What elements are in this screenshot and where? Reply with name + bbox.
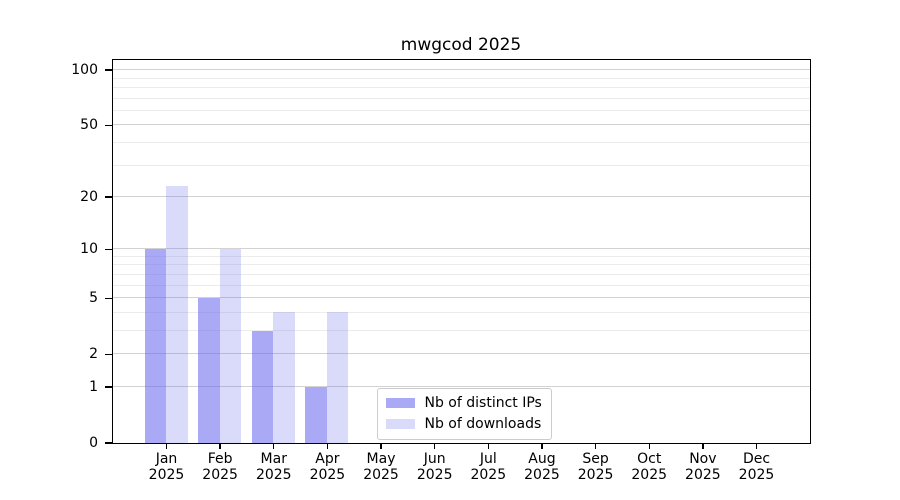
y-axis-tick-label: 20	[80, 189, 98, 206]
x-axis-tick	[273, 444, 275, 449]
chart-title: mwgcod 2025	[400, 35, 522, 55]
legend-label: Nb of downloads	[424, 415, 542, 432]
x-axis-tick-label: Nov 2025	[685, 451, 721, 483]
x-axis-tick-label: May 2025	[363, 451, 399, 483]
gridline-minor	[112, 264, 810, 266]
gridline-major	[112, 297, 810, 299]
gridline-minor	[112, 97, 810, 99]
bar-distinct-ips-feb	[198, 297, 220, 443]
gridline-minor	[112, 141, 810, 143]
x-axis-tick	[165, 444, 168, 449]
y-axis-tick-label: 2	[89, 346, 98, 363]
x-axis-tick-label: Oct 2025	[631, 451, 668, 483]
x-axis-tick-label: Dec 2025	[738, 451, 775, 483]
x-axis-tick	[541, 444, 543, 449]
bar-downloads-mar	[273, 312, 295, 443]
y-axis-tick-label: 100	[71, 62, 98, 79]
bar-distinct-ips-mar	[251, 330, 274, 443]
legend-swatch-icon	[385, 419, 415, 429]
legend-swatch-icon	[385, 398, 415, 408]
gridline-minor	[112, 284, 810, 286]
x-axis-tick	[380, 444, 382, 449]
gridline-major	[112, 124, 810, 126]
legend-label: Nb of distinct IPs	[424, 394, 542, 411]
y-axis-tick	[104, 386, 112, 388]
legend-item-distinct-ips: Nb of distinct IPs	[385, 394, 542, 412]
gridline-minor	[112, 164, 810, 166]
y-axis-tick	[104, 69, 112, 71]
legend: Nb of distinct IPs Nb of downloads	[376, 387, 552, 440]
y-axis-tick	[104, 442, 112, 444]
gridline-minor	[112, 255, 810, 257]
gridline-major	[112, 385, 810, 387]
y-axis-tick-label: 1	[89, 378, 98, 395]
gridline-major	[112, 69, 810, 71]
legend-item-downloads: Nb of downloads	[385, 415, 542, 433]
y-axis-tick-label: 0	[89, 435, 98, 451]
x-axis-tick-label: Apr 2025	[309, 451, 346, 483]
gridline-minor	[112, 86, 810, 88]
y-axis-tick	[104, 196, 112, 198]
gridline-major	[112, 196, 810, 198]
x-axis-tick	[434, 444, 436, 449]
x-axis-tick	[648, 444, 650, 449]
x-axis-tick	[487, 444, 489, 449]
gridline-minor	[112, 109, 810, 111]
x-axis-tick-label: Aug 2025	[524, 451, 560, 483]
x-axis-tick	[219, 444, 221, 449]
gridline-minor	[112, 273, 810, 275]
y-axis-tick	[104, 297, 112, 299]
plot-area: Nb of distinct IPs Nb of downloads	[111, 58, 811, 444]
gridline-major	[112, 248, 810, 250]
gridline-minor	[112, 77, 810, 79]
x-axis-tick-label: Feb 2025	[202, 451, 238, 483]
y-axis-tick-label: 50	[80, 117, 98, 134]
y-axis-tick	[104, 353, 112, 355]
x-axis-tick-label: Mar 2025	[255, 451, 292, 483]
y-axis-tick	[104, 124, 112, 126]
bar-downloads-apr	[326, 312, 349, 443]
gridline-minor	[112, 311, 810, 313]
x-axis-tick-label: Jun 2025	[416, 451, 453, 483]
gridline-major	[112, 353, 810, 355]
x-axis-tick-label: Sep 2025	[577, 451, 614, 483]
y-axis-tick-label: 10	[80, 241, 98, 258]
y-axis-tick	[104, 248, 112, 250]
x-axis-tick-label: Jan 2025	[148, 451, 185, 483]
gridline-minor	[112, 329, 810, 331]
x-axis-tick	[594, 444, 597, 449]
x-axis-tick	[755, 444, 758, 449]
x-axis-tick-label: Jul 2025	[470, 451, 507, 483]
bar-distinct-ips-jan	[144, 248, 166, 443]
bar-downloads-feb	[219, 248, 242, 443]
bar-downloads-jan	[166, 185, 188, 443]
x-axis-tick	[326, 444, 329, 449]
x-axis-tick	[702, 444, 704, 449]
bar-distinct-ips-apr	[305, 386, 327, 443]
y-axis-tick-label: 5	[89, 290, 98, 307]
